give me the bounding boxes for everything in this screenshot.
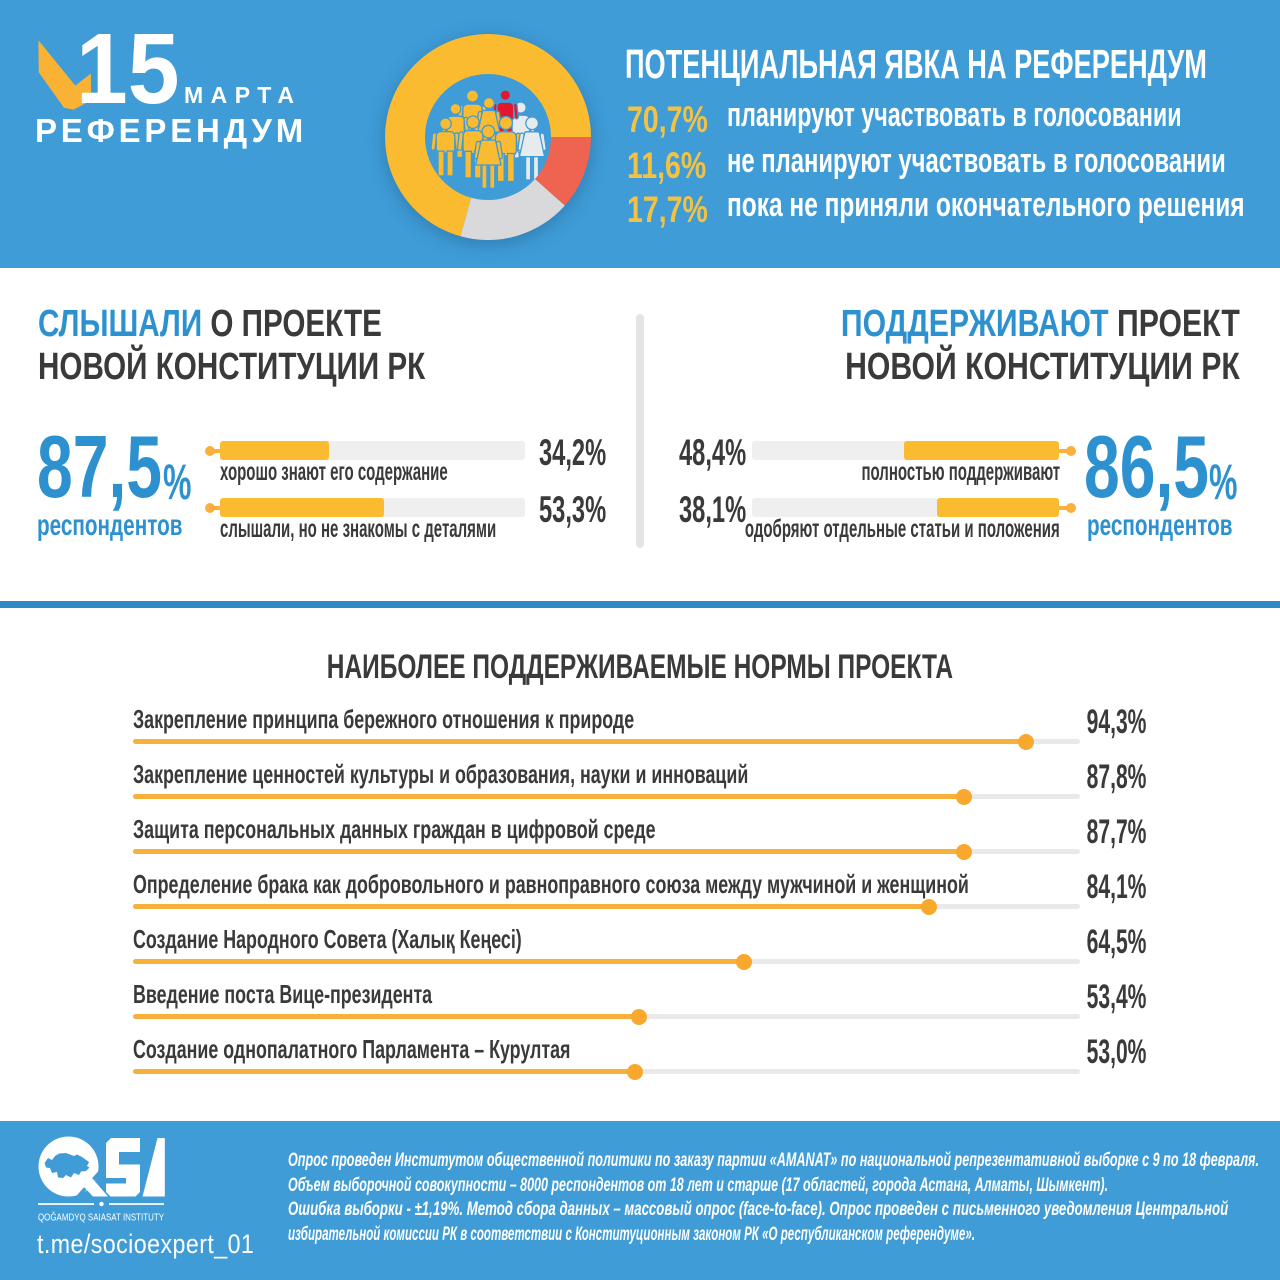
svg-text:QOĞAMDYQ SAIASAT INSTITUTY: QOĞAMDYQ SAIASAT INSTITUTY [38, 1211, 164, 1224]
